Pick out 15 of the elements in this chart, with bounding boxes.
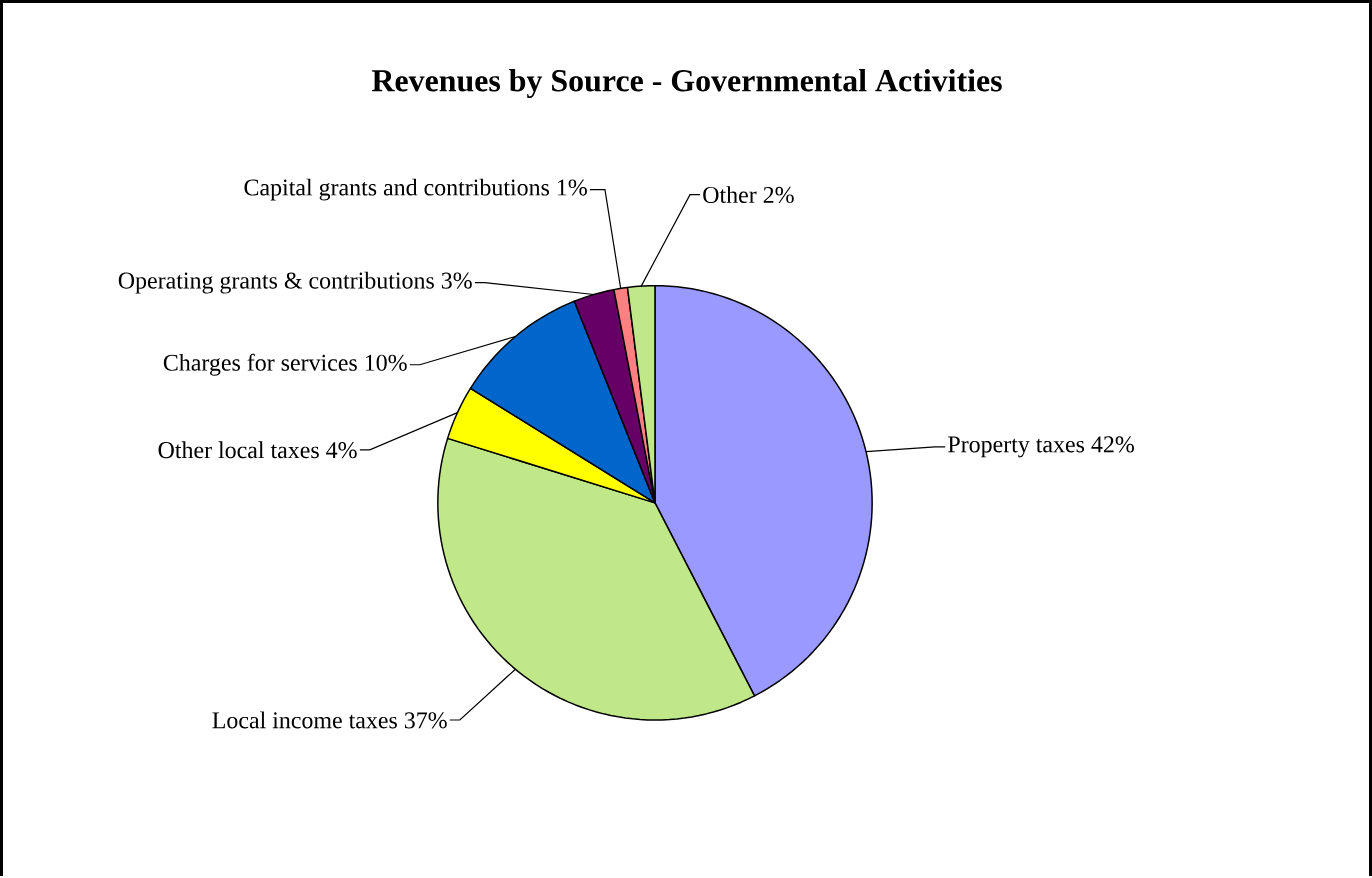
slice-label: Charges for services (163, 353, 357, 376)
slice-label: Operating grants & contributions (118, 271, 434, 294)
slice-label: Other (703, 186, 757, 204)
slice-label: Capital grants and contributions (244, 178, 550, 201)
data-label: 4% (326, 442, 357, 459)
data-label: 3% (441, 272, 472, 289)
slice-label: Local income taxes (212, 711, 397, 729)
data-label: 42% (1091, 436, 1134, 453)
chart-title: Revenues by Source - Governmental Activities (371, 69, 1002, 99)
data-label: 1% (557, 179, 587, 196)
data-label: 2% (763, 187, 794, 204)
data-label: 10% (365, 354, 407, 372)
slice-label: Property taxes (948, 436, 1085, 458)
data-label: 37% (404, 712, 447, 729)
slice-label: Other local taxes (158, 441, 319, 459)
